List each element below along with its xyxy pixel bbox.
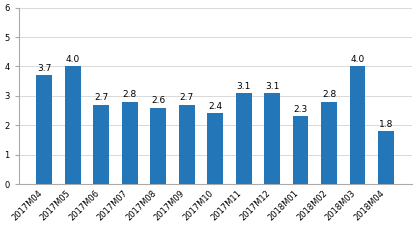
Text: 1.8: 1.8 — [379, 120, 393, 129]
Bar — [378, 131, 394, 184]
Text: 2.7: 2.7 — [180, 93, 194, 102]
Bar — [37, 75, 52, 184]
Bar — [94, 105, 109, 184]
Bar — [179, 105, 195, 184]
Bar — [350, 67, 366, 184]
Bar — [321, 102, 337, 184]
Text: 4.0: 4.0 — [66, 55, 80, 64]
Bar — [293, 116, 309, 184]
Text: 4.0: 4.0 — [351, 55, 365, 64]
Bar — [207, 114, 223, 184]
Bar — [264, 93, 280, 184]
Text: 2.7: 2.7 — [94, 93, 109, 102]
Bar — [122, 102, 138, 184]
Text: 2.6: 2.6 — [151, 96, 165, 105]
Text: 2.3: 2.3 — [294, 105, 308, 114]
Text: 3.1: 3.1 — [237, 81, 251, 91]
Bar — [65, 67, 81, 184]
Bar — [151, 108, 166, 184]
Bar — [236, 93, 252, 184]
Text: 2.8: 2.8 — [322, 90, 336, 99]
Text: 3.7: 3.7 — [37, 64, 52, 73]
Text: 2.8: 2.8 — [123, 90, 137, 99]
Text: 3.1: 3.1 — [265, 81, 280, 91]
Text: 2.4: 2.4 — [208, 102, 222, 111]
